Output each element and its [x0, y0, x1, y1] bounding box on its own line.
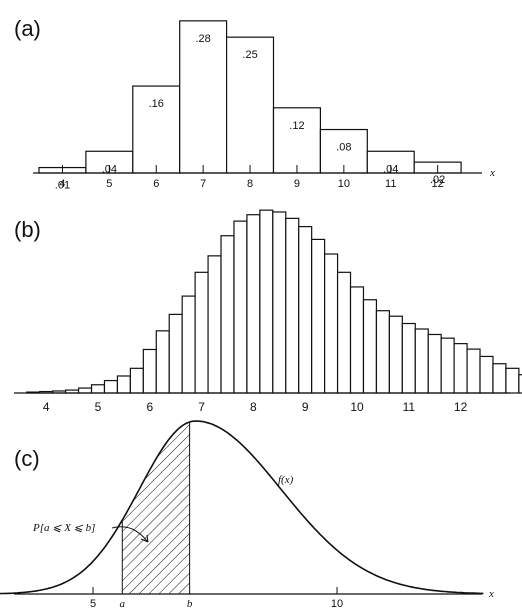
- panel-b-bar: [427, 333, 442, 394]
- panel-a-bar-9: [272, 107, 322, 174]
- panel-b-bar: [207, 255, 222, 394]
- panel-a-value-label: .08: [336, 142, 351, 154]
- panel-a-x-label: x: [489, 167, 495, 179]
- panel-b-bar: [349, 286, 365, 394]
- curve-label: f(x): [278, 474, 294, 486]
- panel-b-bar: [233, 220, 248, 394]
- panel-b-bar: [194, 271, 209, 394]
- panel-a-tick-label: 10: [338, 178, 350, 190]
- panel-b-tick-label: 8: [250, 400, 257, 414]
- panel-a-tick-label: 11: [385, 178, 396, 190]
- panel-a-tick-label: 8: [247, 178, 253, 190]
- panel-b-bar: [142, 348, 157, 394]
- panel-b-bars: [26, 209, 522, 394]
- annotation-arrow: [111, 526, 149, 543]
- panel-b-tick-label: 10: [350, 400, 364, 414]
- panel-b-bar: [414, 328, 429, 394]
- panel-a-tick-label: 5: [106, 178, 112, 190]
- panel-a-tick-label: 4: [59, 178, 65, 190]
- panel-b-tick-label: 4: [43, 400, 50, 414]
- panel-a-value-label: .01: [55, 180, 70, 192]
- panel-c-x-ticks: 5 10 a b: [90, 587, 343, 610]
- panel-b-bar: [362, 299, 378, 394]
- panel-c-tick-label: 10: [331, 598, 343, 610]
- panel-a-tick-label: 9: [294, 178, 300, 190]
- panel-a-x-ticks: 4 5 6 7 8 9 10 11 12: [59, 165, 444, 190]
- panel-b-tick-label: 9: [302, 400, 309, 414]
- panel-a-bars: .01.04.16.28.25.12.08.04.02: [38, 20, 462, 192]
- panel-b: (b) 4 5 6 7 8 9 10 11 12: [14, 209, 522, 414]
- panel-c-x-label: x: [488, 588, 494, 600]
- panel-b-bar: [298, 226, 313, 394]
- panel-b-bar: [336, 271, 352, 394]
- annotation-arrowhead: [140, 534, 149, 543]
- panel-b-bar: [375, 310, 390, 394]
- panel-a-tick-label: 6: [153, 178, 159, 190]
- panel-b-bar: [77, 387, 93, 394]
- panel-b-bar: [259, 209, 274, 394]
- panel-b-bar: [103, 379, 119, 394]
- panel-a-value-label: .25: [242, 49, 257, 61]
- panel-b-bar: [479, 355, 494, 394]
- panel-b-bar: [168, 313, 183, 394]
- density-curve: [0, 420, 484, 595]
- panel-a: (a) .01.04.16.28.25.12.08.04.02 4 5 6 7 8 9 10…: [14, 16, 495, 192]
- panel-a-bar-6: [132, 85, 181, 174]
- panel-a-tick-label: 7: [200, 178, 206, 190]
- panel-b-tick-label: 5: [95, 400, 102, 414]
- panel-b-bar: [220, 235, 235, 394]
- panel-b-bar: [518, 374, 522, 394]
- panel-b-tick-label: 11: [403, 400, 416, 414]
- panel-b-bar: [285, 217, 300, 394]
- panel-b-tick-label: 12: [454, 400, 468, 414]
- panel-b-bar: [401, 322, 416, 394]
- panel-b-bar: [492, 363, 507, 394]
- probability-annotation: P[a ⩽ X ⩽ b]: [32, 522, 95, 534]
- panel-a-tick-label: 12: [432, 178, 444, 190]
- panel-a-value-label: .12: [289, 120, 304, 132]
- panel-b-bar: [324, 253, 339, 394]
- panel-b-bar: [466, 348, 481, 394]
- bound-a-label: a: [120, 598, 126, 610]
- panel-b-bar: [90, 384, 106, 394]
- panel-c-label: (c): [14, 446, 40, 471]
- probability-shaded-area: [122, 421, 190, 594]
- panel-c: (c) x 5 10 a b f(x) P[a ⩽ X ⩽ b]: [0, 420, 494, 610]
- panel-a-value-label: .28: [196, 33, 211, 45]
- bound-b-label: b: [187, 598, 193, 610]
- panel-b-bar: [505, 367, 520, 394]
- panel-b-bar: [311, 238, 326, 394]
- panel-a-value-label: .16: [149, 98, 164, 110]
- panel-b-bar: [272, 211, 287, 394]
- panel-b-bar: [453, 343, 468, 394]
- panel-b-bar: [116, 375, 131, 394]
- panel-b-tick-label: 7: [198, 400, 205, 414]
- panel-a-value-label: .02: [430, 174, 445, 186]
- panel-b-x-ticks: 4 5 6 7 8 9 10 11 12: [43, 400, 468, 414]
- panel-a-label: (a): [14, 16, 41, 41]
- panel-b-tick-label: 6: [146, 400, 153, 414]
- panel-b-bar: [440, 337, 455, 394]
- panel-b-bar: [129, 367, 144, 394]
- panel-b-bar: [181, 295, 196, 394]
- panel-b-bar: [155, 330, 170, 394]
- panel-c-tick-label: 5: [90, 598, 96, 610]
- panel-b-bar: [388, 315, 403, 394]
- panel-b-label: (b): [14, 217, 41, 242]
- panel-b-bar: [246, 214, 261, 394]
- panel-a-bar-8: [226, 36, 275, 174]
